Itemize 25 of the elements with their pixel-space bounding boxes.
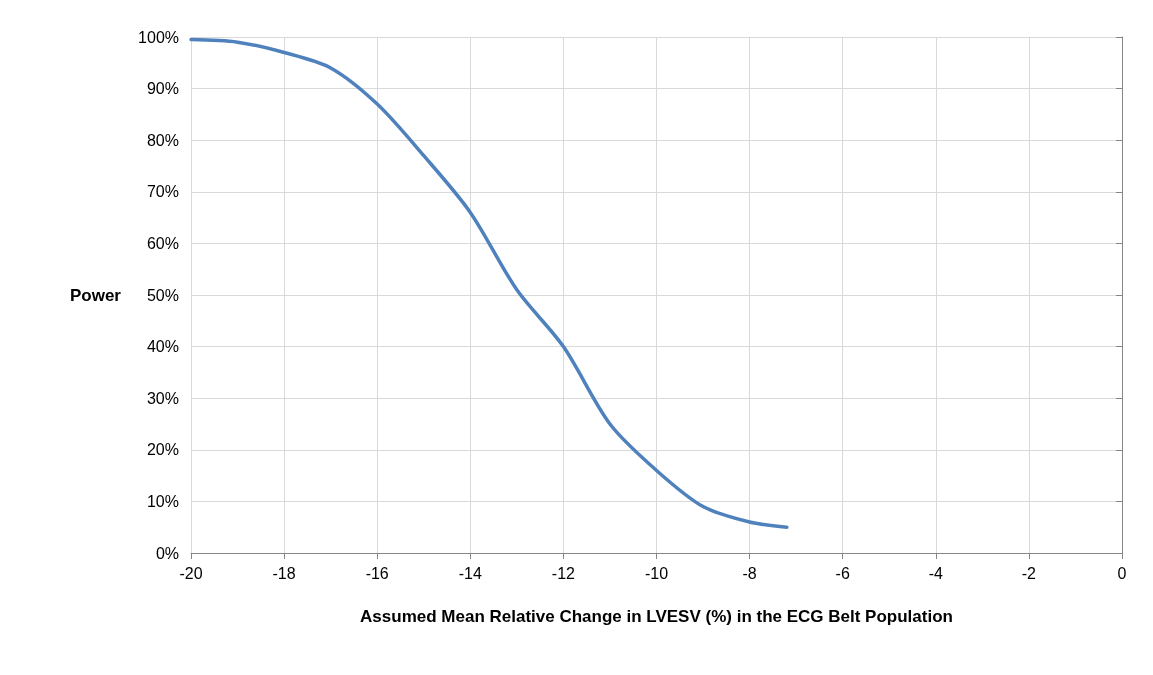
x-tick-label: -6 [835, 564, 850, 582]
x-tick-label: -18 [272, 564, 296, 582]
x-tick-label: -4 [928, 564, 944, 582]
y-tick-label: 30% [146, 389, 179, 407]
y-axis-title: Power [69, 285, 122, 305]
y-tick-label: 0% [155, 544, 179, 562]
y-tick-label: 50% [146, 286, 179, 304]
y-tick-label: 10% [146, 492, 179, 510]
y-tick-label: 60% [146, 234, 179, 252]
x-tick-label: -16 [365, 564, 389, 582]
y-tick-label: 90% [146, 80, 179, 98]
line-series [189, 37, 789, 529]
x-axis-title: Assumed Mean Relative Change in LVESV (%) in the ECG Belt Population [360, 607, 953, 626]
y-tick-label: 80% [146, 131, 179, 149]
x-tick-label: -14 [458, 564, 482, 582]
x-tick-label: -10 [644, 564, 669, 582]
x-tick-label: 0 [1117, 564, 1127, 582]
x-tick-label: -2 [1021, 564, 1037, 582]
y-tick-label: 40% [146, 338, 179, 356]
y-tick-label: 20% [146, 441, 179, 459]
x-tick-label: -20 [179, 564, 203, 582]
x-tick-label: -8 [742, 564, 757, 582]
x-tick-label: -12 [551, 564, 576, 582]
y-tick-label: 70% [146, 183, 179, 201]
y-tick-label: 100% [138, 28, 179, 46]
